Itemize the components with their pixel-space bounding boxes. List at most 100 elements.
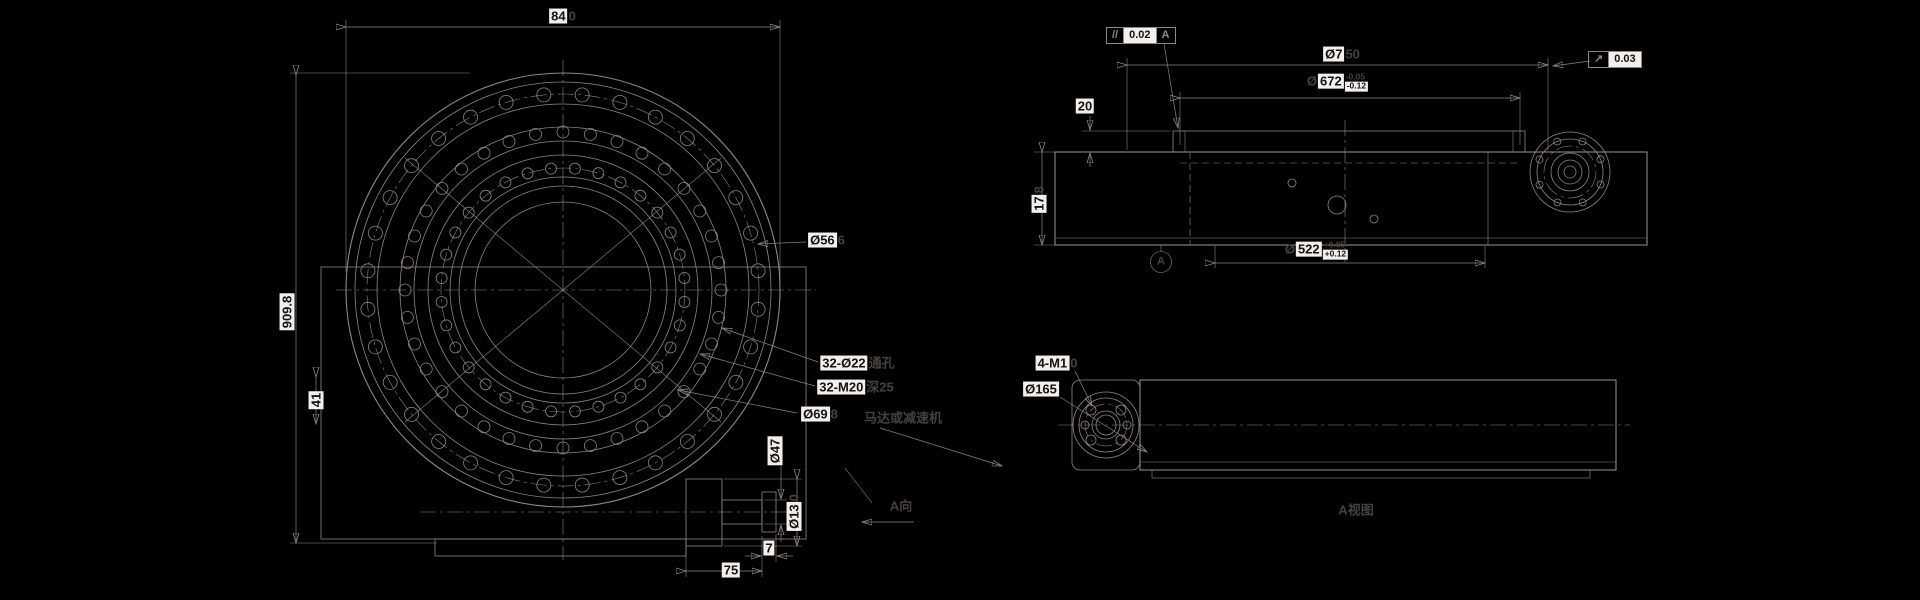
hole-circle bbox=[1596, 155, 1605, 164]
dim-shaft-dia-47: Ø47 bbox=[767, 436, 784, 466]
a-view-caption: A视图 bbox=[1338, 502, 1374, 519]
hole-circle bbox=[398, 283, 412, 297]
dim-text: 672 bbox=[1318, 73, 1344, 89]
dim-text: Ø47 bbox=[767, 436, 783, 466]
hole-circle bbox=[648, 109, 663, 125]
dim-text: Ø69 bbox=[801, 406, 830, 422]
hole-circle bbox=[400, 310, 414, 324]
hole-circle bbox=[499, 391, 512, 404]
tolerance-stack: -0.05 -0.12 bbox=[1344, 72, 1369, 92]
hole-circle bbox=[1596, 180, 1605, 189]
hole-circle bbox=[714, 283, 728, 297]
ring bbox=[449, 176, 677, 404]
runout-tolerance-frame: ↗ 0.03 bbox=[1588, 51, 1642, 68]
hole-circle bbox=[592, 400, 605, 413]
shaft-circle bbox=[1091, 410, 1121, 440]
hole-circle bbox=[521, 167, 534, 180]
ring-bore bbox=[474, 201, 652, 379]
parallelism-tolerance-frame: // 0.02 A bbox=[1106, 27, 1176, 44]
note-text: 马达或减速机 bbox=[863, 410, 943, 426]
view-text: A向 bbox=[889, 498, 913, 514]
worm-housing bbox=[434, 538, 687, 557]
motor-flange bbox=[1563, 165, 1577, 179]
hole-circle bbox=[658, 404, 671, 418]
hole-circle bbox=[651, 206, 664, 219]
hole-circle bbox=[664, 226, 677, 239]
hole-circle bbox=[584, 127, 597, 141]
hole-circle bbox=[569, 405, 581, 418]
dim-height-178: 178 bbox=[1031, 185, 1048, 213]
hole-circle bbox=[454, 404, 468, 418]
ring bbox=[354, 81, 772, 499]
hole-circle bbox=[477, 420, 491, 434]
hole-circle bbox=[498, 95, 514, 110]
hole-circle bbox=[693, 204, 707, 218]
hole-circle bbox=[680, 434, 695, 449]
tol-frame-leader bbox=[1553, 60, 1591, 66]
note-motor-reducer: 马达或减速机 bbox=[863, 410, 943, 427]
hole-circle bbox=[449, 341, 462, 354]
dim-text: 41 bbox=[308, 390, 324, 410]
hole-circle bbox=[673, 319, 686, 332]
dim-text: 7 bbox=[763, 540, 775, 556]
dowel-hole bbox=[1080, 420, 1090, 430]
hole-circle bbox=[360, 301, 376, 317]
hole-circle bbox=[635, 146, 649, 160]
hole-circle bbox=[463, 455, 479, 471]
hole-circle bbox=[750, 263, 766, 279]
tol-lower: +0.12 bbox=[1322, 249, 1349, 260]
hole-circle bbox=[449, 226, 462, 239]
hole-circle bbox=[498, 470, 514, 486]
hole-circle bbox=[419, 362, 433, 376]
hole-circle bbox=[463, 109, 479, 125]
plug-hole bbox=[1369, 214, 1379, 224]
plug-hole bbox=[1287, 178, 1297, 188]
datum-balloon bbox=[1150, 251, 1172, 273]
side-view bbox=[1034, 43, 1648, 273]
hole-circle bbox=[408, 229, 421, 243]
dim-text-faint: 50 bbox=[1345, 46, 1360, 62]
hole-circle bbox=[431, 131, 447, 146]
hole-circle bbox=[569, 162, 581, 175]
dim-text: Ø7 bbox=[1323, 46, 1345, 62]
motor-flange bbox=[1557, 159, 1583, 185]
runout-icon: ↗ bbox=[1594, 53, 1604, 65]
hole-circle bbox=[404, 158, 419, 174]
outer-bolt-holes bbox=[360, 87, 766, 493]
dim-text: 17 bbox=[1031, 194, 1047, 213]
leader-dia566 bbox=[758, 242, 807, 244]
dim-text-faint: 0 bbox=[568, 8, 576, 24]
caption-text: A视图 bbox=[1338, 502, 1374, 518]
dim-text-faint: 0 bbox=[1070, 355, 1078, 371]
dim-text: Ø13 bbox=[786, 502, 802, 531]
hole-circle bbox=[545, 162, 557, 175]
hole-circle bbox=[536, 87, 552, 103]
hole-circle bbox=[705, 229, 718, 243]
hole-circle bbox=[502, 432, 516, 445]
hole-circle bbox=[610, 432, 624, 445]
m10-hole bbox=[1115, 434, 1127, 446]
hole-circle bbox=[651, 361, 664, 374]
hole-circle bbox=[502, 135, 516, 148]
dim-text-faint: 通孔 bbox=[868, 355, 895, 371]
tol-upper: +0.05 bbox=[1323, 239, 1346, 250]
hole-circle bbox=[693, 362, 707, 376]
hole-circle bbox=[574, 477, 590, 493]
tol-frame-leader bbox=[1163, 43, 1178, 128]
hole-circle bbox=[536, 477, 552, 493]
hole-circle bbox=[678, 295, 691, 308]
leader-holes22 bbox=[722, 328, 819, 363]
hole-circle bbox=[462, 361, 475, 374]
ring bbox=[376, 103, 750, 477]
hole-circle bbox=[1535, 155, 1544, 164]
dim-20: 20 bbox=[1075, 98, 1095, 115]
plug-hole bbox=[1327, 195, 1347, 215]
dim-dia-672: Ø 672 -0.05 -0.12 bbox=[1306, 72, 1369, 92]
tol-lower: -0.12 bbox=[1344, 81, 1369, 92]
view-direction-label: A向 bbox=[889, 498, 913, 515]
m10-hole bbox=[1085, 434, 1097, 446]
dim-text: 32-Ø22 bbox=[820, 355, 868, 371]
